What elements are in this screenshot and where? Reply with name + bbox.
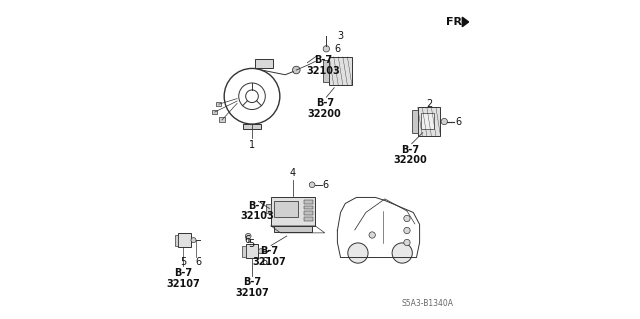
Text: 5: 5 (180, 257, 186, 267)
Text: B-7
32107: B-7 32107 (235, 277, 269, 298)
Circle shape (323, 46, 330, 52)
FancyBboxPatch shape (220, 117, 225, 122)
Text: 2: 2 (426, 100, 432, 109)
FancyBboxPatch shape (246, 244, 259, 258)
FancyBboxPatch shape (418, 107, 440, 136)
FancyBboxPatch shape (179, 233, 191, 247)
Text: B-7
32103: B-7 32103 (307, 55, 340, 76)
FancyBboxPatch shape (255, 59, 273, 68)
FancyBboxPatch shape (274, 226, 312, 232)
FancyBboxPatch shape (304, 217, 313, 221)
Circle shape (259, 249, 264, 254)
FancyBboxPatch shape (216, 102, 221, 106)
Text: 3: 3 (337, 31, 344, 41)
FancyBboxPatch shape (412, 110, 418, 133)
Text: B-7
32107: B-7 32107 (253, 246, 286, 267)
Circle shape (309, 182, 315, 188)
FancyBboxPatch shape (175, 234, 179, 246)
Circle shape (404, 239, 410, 246)
Text: 5: 5 (248, 239, 255, 249)
Circle shape (245, 233, 251, 239)
Text: B-7
32200: B-7 32200 (308, 99, 342, 119)
FancyBboxPatch shape (273, 201, 298, 217)
Circle shape (292, 66, 300, 74)
Text: B-7
32107: B-7 32107 (166, 268, 200, 289)
Text: 4: 4 (290, 168, 296, 178)
FancyBboxPatch shape (304, 200, 313, 204)
FancyBboxPatch shape (266, 204, 271, 213)
Text: 6: 6 (323, 180, 329, 190)
Circle shape (191, 238, 196, 243)
Text: 6: 6 (261, 257, 267, 267)
Circle shape (369, 232, 375, 238)
Text: 6: 6 (456, 116, 462, 127)
Circle shape (404, 215, 410, 222)
Text: B-7
32200: B-7 32200 (393, 145, 427, 166)
Text: 6: 6 (244, 234, 251, 245)
Text: S5A3-B1340A: S5A3-B1340A (401, 299, 454, 308)
Text: 1: 1 (249, 140, 255, 150)
Circle shape (441, 118, 447, 125)
Circle shape (392, 243, 412, 263)
FancyBboxPatch shape (421, 113, 434, 130)
Text: B-7
32103: B-7 32103 (240, 201, 274, 221)
Circle shape (348, 243, 368, 263)
FancyBboxPatch shape (271, 197, 316, 226)
FancyBboxPatch shape (323, 60, 329, 82)
FancyBboxPatch shape (304, 211, 313, 215)
Polygon shape (462, 17, 468, 27)
Text: FR.: FR. (447, 17, 467, 27)
FancyBboxPatch shape (243, 124, 262, 129)
Circle shape (404, 227, 410, 234)
FancyBboxPatch shape (329, 57, 352, 85)
FancyBboxPatch shape (304, 206, 313, 210)
Text: 6: 6 (334, 44, 340, 54)
Text: 6: 6 (195, 257, 201, 267)
FancyBboxPatch shape (212, 109, 217, 114)
FancyBboxPatch shape (242, 246, 246, 257)
